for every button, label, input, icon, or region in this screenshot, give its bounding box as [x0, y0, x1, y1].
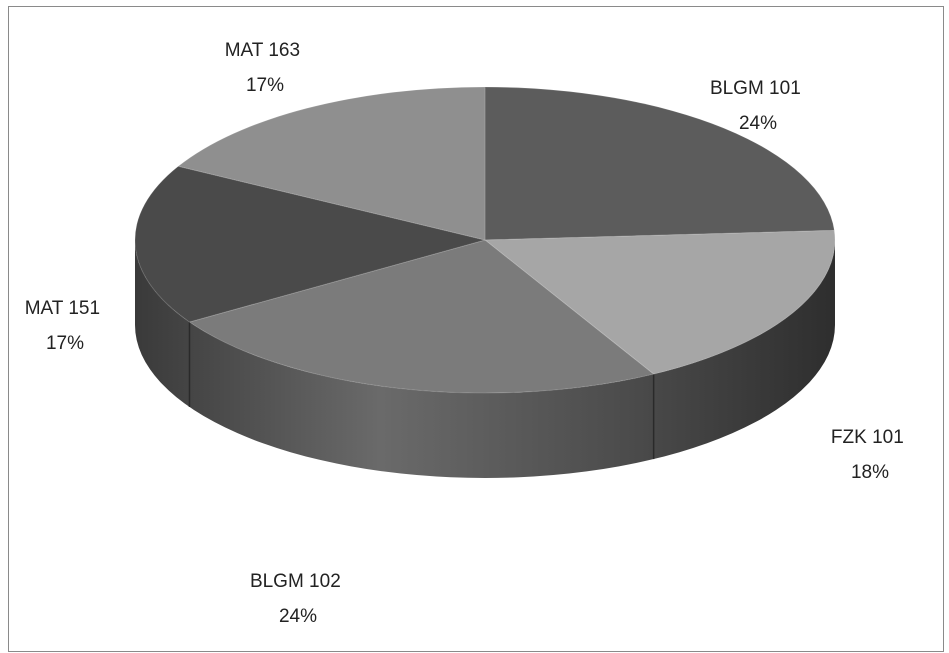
slice-label-blgm-101: BLGM 101 24% [710, 78, 806, 134]
pie-slice-mat-163[interactable] [177, 86, 486, 241]
pie-slice-blgm-101[interactable] [484, 86, 835, 241]
pie-slice-blgm-102[interactable] [188, 239, 655, 394]
pie-slice-fzk-101[interactable] [483, 229, 836, 375]
slice-label-blgm-102: BLGM 102 24% [250, 571, 346, 627]
pie-sides [135, 240, 835, 478]
pie-slice-mat-151[interactable] [134, 165, 487, 323]
pie-labels: BLGM 101 24% FZK 101 18% BLGM 102 24% MA… [25, 40, 909, 627]
slice-label-mat-163: MAT 163 17% [225, 40, 306, 96]
slice-label-fzk-101: FZK 101 18% [831, 427, 909, 483]
slice-label-mat-151: MAT 151 17% [25, 298, 106, 354]
pie-slices [134, 86, 836, 394]
pie-side-wall [135, 240, 835, 478]
